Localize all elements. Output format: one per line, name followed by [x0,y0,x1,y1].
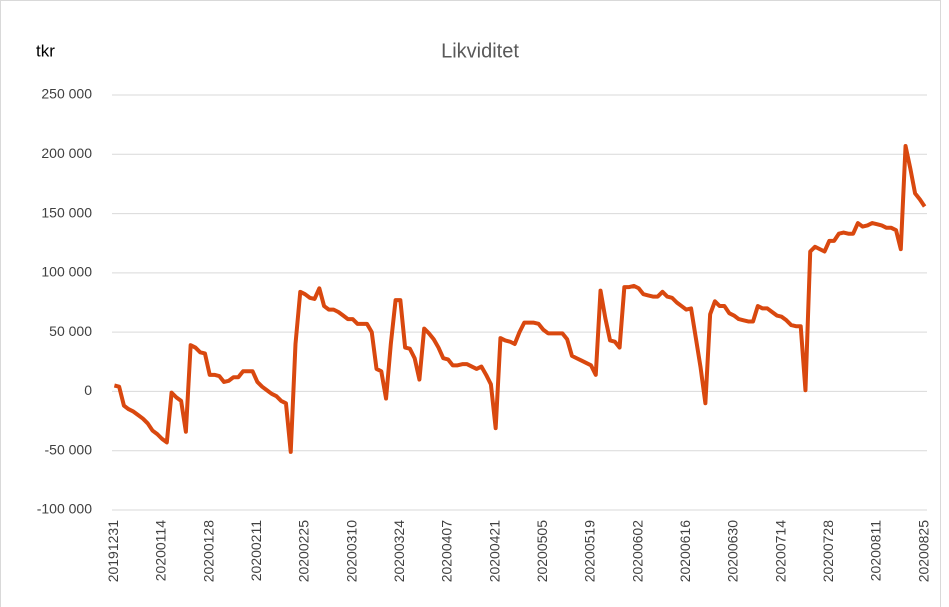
y-tick-label: 250 000 [41,86,92,102]
x-tick-label: 20200728 [820,520,836,583]
x-tick-label: 20200324 [391,520,407,583]
x-tick-label: 20200310 [343,520,359,583]
y-tick-label: 0 [84,382,92,398]
y-tick-label: 200 000 [41,145,92,161]
y-axis-label: tkr [36,41,55,60]
y-tick-label: 100 000 [41,264,92,280]
x-tick-label: 20200505 [534,520,550,583]
x-tick-label: 20200225 [296,520,312,583]
x-tick-label: 20200825 [915,520,931,583]
x-tick-label: 20200602 [629,520,645,583]
x-tick-label: 20200811 [868,520,884,581]
x-tick-label: 20200128 [200,520,216,583]
x-tick-label: 20200421 [486,520,502,583]
y-tick-label: 50 000 [49,323,92,339]
x-tick-label: 20191231 [105,520,121,583]
chart-title: Likviditet [441,40,519,62]
y-tick-label: -100 000 [37,501,92,517]
x-tick-label: 20200114 [153,520,169,581]
line-series [113,143,927,454]
y-tick-label: -50 000 [45,441,93,457]
x-tick-label: 20200616 [677,520,693,583]
x-tick-label: 20200211 [248,520,264,581]
x-tick-label: 20200714 [772,520,788,583]
y-tick-label: 150 000 [41,204,92,220]
x-tick-label: 20200407 [439,520,455,583]
x-tick-label: 20200519 [582,520,598,583]
x-tick-label: 20200630 [725,520,741,583]
